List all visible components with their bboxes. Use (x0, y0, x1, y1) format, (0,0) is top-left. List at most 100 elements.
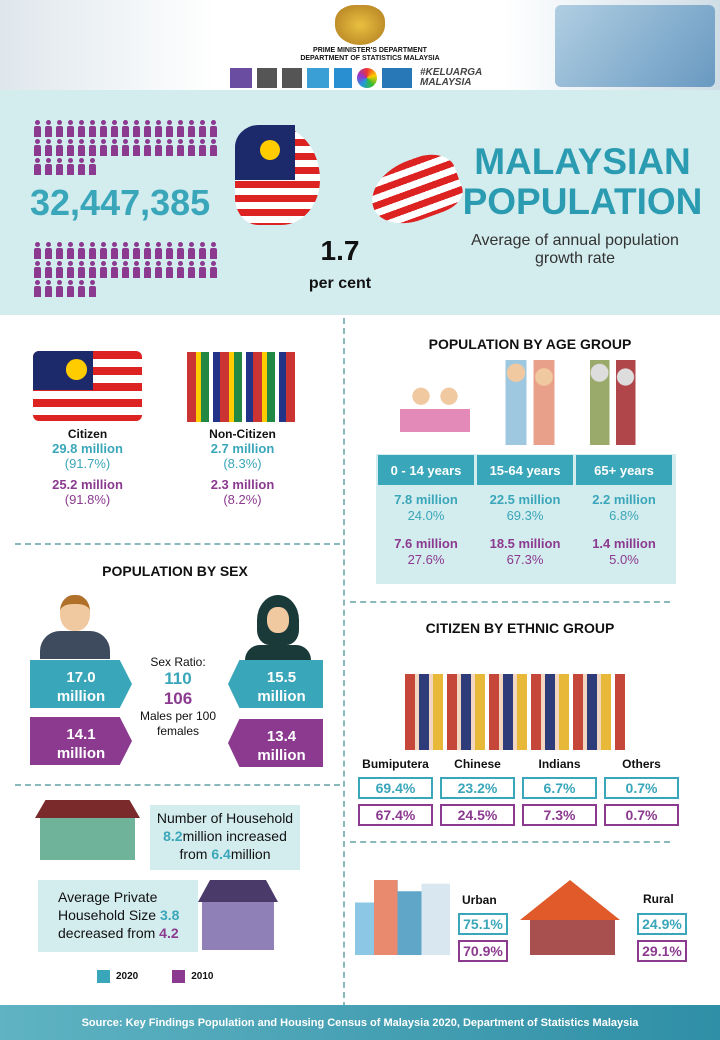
legend: 2020 2010 (97, 970, 214, 983)
sex-title: POPULATION BY SEX (102, 563, 248, 579)
female-2010-tag: 13.4 million (228, 719, 323, 767)
person-icon (143, 120, 152, 137)
ethnic-label: Indians (538, 757, 581, 771)
person-icon (198, 139, 207, 156)
person-icon (77, 158, 86, 175)
person-icon (154, 242, 163, 259)
person-icon (99, 139, 108, 156)
person-icon (33, 120, 42, 137)
people-icons-top (33, 120, 228, 175)
person-icon (77, 242, 86, 259)
person-icon (55, 120, 64, 137)
ethnic-label: Bumiputera (362, 757, 429, 771)
city-image (355, 880, 450, 955)
ethnic-people-image (405, 674, 625, 750)
person-icon (88, 139, 97, 156)
person-icon (187, 242, 196, 259)
legend-swatch-2010 (172, 970, 186, 983)
person-icon (88, 120, 97, 137)
age-group-values: 2.2 million 6.8% 1.4 million 5.0% (592, 492, 656, 567)
person-icon (176, 139, 185, 156)
children-image (400, 380, 470, 445)
sex-ratio-note: Males per 100 females (139, 709, 217, 738)
person-icon (33, 261, 42, 278)
person-icon (132, 139, 141, 156)
person-icon (44, 242, 53, 259)
person-icon (121, 139, 130, 156)
person-icon (33, 158, 42, 175)
person-icon (132, 261, 141, 278)
person-icon (209, 120, 218, 137)
divider (350, 601, 670, 603)
age-group-values: 22.5 million 69.3% 18.5 million 67.3% (489, 492, 561, 567)
malaysia-map-flag (235, 125, 320, 225)
adults-image (495, 360, 565, 445)
title-line2: POPULATION (462, 181, 703, 222)
ethnic-2010: 24.5% (440, 804, 515, 826)
person-icon (77, 139, 86, 156)
person-icon (187, 139, 196, 156)
person-icon (99, 120, 108, 137)
citizen-2010: 25.2 million (52, 477, 123, 492)
person-icon (209, 242, 218, 259)
person-icon (198, 261, 207, 278)
header-banner: PRIME MINISTER'S DEPARTMENT DEPARTMENT O… (0, 0, 720, 90)
male-2010-tag: 14.1 million (30, 717, 132, 765)
house-with-family-image (35, 800, 150, 868)
person-icon (66, 261, 75, 278)
house-image (198, 880, 298, 952)
ethnic-2020: 6.7% (522, 777, 597, 799)
person-icon (88, 158, 97, 175)
growth-rate-caption: Average of annual population growth rate (471, 232, 679, 267)
person-icon (55, 261, 64, 278)
household-size-box: Average Private Household Size 3.8 decre… (38, 880, 198, 952)
person-icon (99, 261, 108, 278)
ethnic-2020: 0.7% (604, 777, 679, 799)
noncitizen-label: Non-Citizen (209, 427, 276, 441)
person-icon (121, 261, 130, 278)
household-count-box: Number of Household 8.2million increased… (150, 805, 300, 870)
divider (15, 784, 340, 786)
person-icon (44, 280, 53, 297)
person-icon (33, 139, 42, 156)
ethnic-label: Others (622, 757, 661, 771)
person-icon (143, 242, 152, 259)
sex-ratio-label: Sex Ratio: (150, 655, 206, 669)
rural-2020: 24.9% (637, 913, 687, 935)
age-title: POPULATION BY AGE GROUP (428, 336, 632, 352)
ethnic-title: CITIZEN BY ETHNIC GROUP (425, 620, 615, 636)
person-icon (110, 120, 119, 137)
partner-logos (230, 68, 415, 88)
rural-house-image (515, 880, 625, 955)
person-icon (55, 280, 64, 297)
person-icon (77, 120, 86, 137)
noncitizen-2010: 2.3 million (210, 477, 275, 492)
malaysia-flag (33, 351, 142, 421)
person-icon (143, 261, 152, 278)
person-icon (209, 139, 218, 156)
divider (350, 841, 670, 843)
person-icon (132, 120, 141, 137)
person-icon (99, 242, 108, 259)
person-icon (165, 242, 174, 259)
person-icon (66, 139, 75, 156)
legend-label-2010: 2010 (191, 971, 214, 982)
coat-of-arms-logo (335, 5, 385, 45)
person-icon (110, 261, 119, 278)
ethnic-2010: 7.3% (522, 804, 597, 826)
rural-label: Rural (643, 892, 674, 906)
growth-rate-unit: per cent (308, 275, 372, 292)
noncitizen-2020-pct: (8.3%) (223, 456, 262, 471)
person-icon (165, 120, 174, 137)
divider-vertical (343, 318, 345, 1008)
person-icon (154, 261, 163, 278)
ethnic-2010: 67.4% (358, 804, 433, 826)
male-2020-tag: 17.0 million (30, 660, 132, 708)
east-malaysia-map-flag (362, 146, 468, 234)
person-icon (77, 280, 86, 297)
person-icon (44, 139, 53, 156)
ethnic-2010: 0.7% (604, 804, 679, 826)
person-icon (110, 139, 119, 156)
age-group-header: 15-64 years (477, 455, 573, 485)
source-footer: Source: Key Findings Population and Hous… (0, 1005, 720, 1040)
